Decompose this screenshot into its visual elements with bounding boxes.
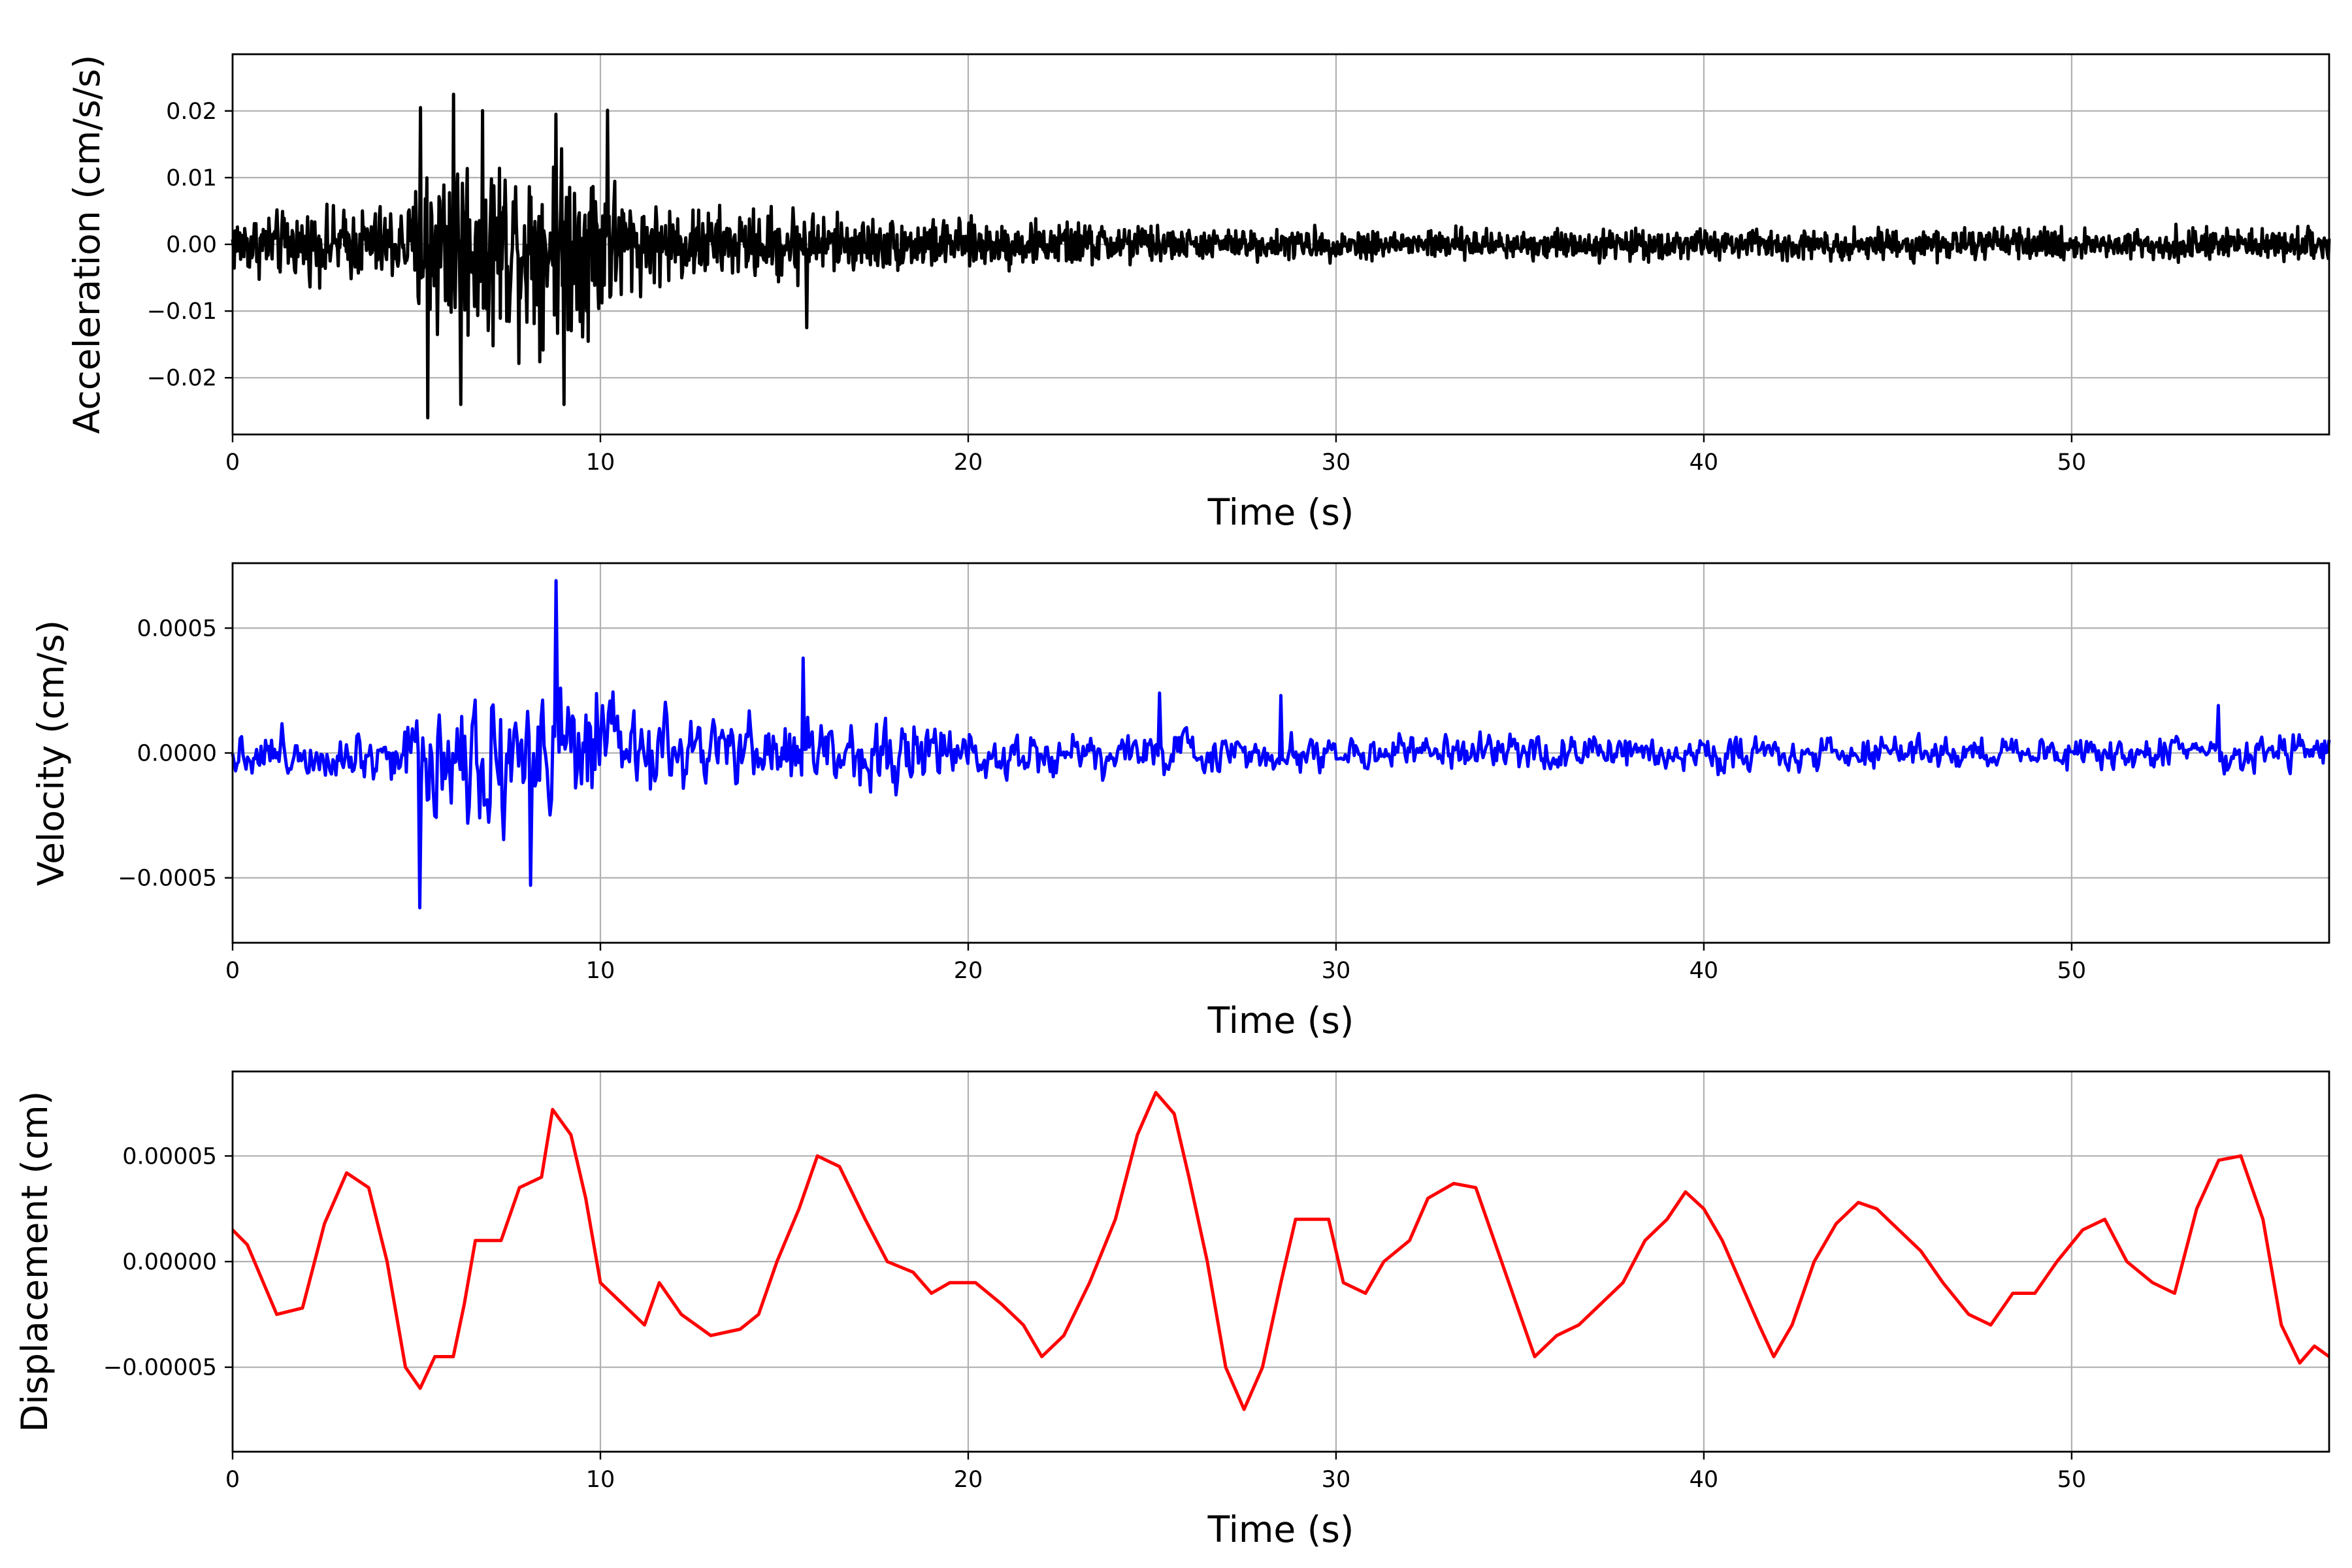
x-tick-label: 30 [1322,449,1351,476]
y-tick-label: 0.01 [166,165,217,191]
y-tick-label: −0.00005 [103,1355,217,1381]
series-line [231,1090,2330,1411]
x-tick-label: 0 [225,958,240,984]
subplot-1: 0 10 20 30 40 50 −0.02 −0.01 0.00 0.01 0.02 Time (s… [66,53,2331,533]
x-tick-label: 30 [1322,958,1351,984]
y-tick-label: 0.00005 [122,1143,217,1169]
x-tick-label: 40 [1690,958,1719,984]
y-axis-label: Velocity (cm/s) [30,620,72,886]
y-tick-label: 0.00 [166,232,217,258]
y-tick-label: −0.0005 [118,866,217,892]
x-tick-label: 50 [2057,1467,2087,1493]
x-axis-label: Time (s) [1207,491,1354,533]
x-tick-label: 40 [1690,449,1719,476]
x-axis-label: Time (s) [1207,1509,1354,1550]
y-tick-label: −0.02 [147,365,217,391]
x-tick-label: 10 [586,958,615,984]
y-axis-label: Acceleration (cm/s/s) [66,55,108,434]
x-tick-label: 20 [954,958,983,984]
x-tick-label: 10 [586,1467,615,1493]
x-tick-label: 20 [954,1467,983,1493]
y-tick-label: 0.0000 [137,741,217,767]
y-tick-label: 0.0005 [137,615,217,642]
y-tick-label: 0.00000 [122,1249,217,1275]
x-tick-label: 20 [954,449,983,476]
y-axis-label: Displacement (cm) [14,1091,56,1432]
series-line [231,579,2331,909]
series-line [231,92,2331,419]
x-tick-label: 10 [586,449,615,476]
x-tick-label: 50 [2057,449,2087,476]
x-tick-label: 30 [1322,1467,1351,1493]
x-tick-label: 0 [225,449,240,476]
y-tick-label: −0.01 [147,299,217,325]
subplots: 0 10 20 30 40 50 −0.02 −0.01 0.00 0.01 0.02 Time (s… [14,53,2331,1550]
y-tick-label: 0.02 [166,99,217,125]
x-tick-label: 40 [1690,1467,1719,1493]
x-axis-label: Time (s) [1207,1000,1354,1041]
subplot-3: 0 10 20 30 40 50 −0.00005 0.00000 0.00005 Time (s… [14,1070,2330,1550]
x-tick-label: 0 [225,1467,240,1493]
x-tick-label: 50 [2057,958,2087,984]
subplot-2: 0 10 20 30 40 50 −0.0005 0.0000 0.0005 Time (s) Ve… [30,562,2331,1041]
